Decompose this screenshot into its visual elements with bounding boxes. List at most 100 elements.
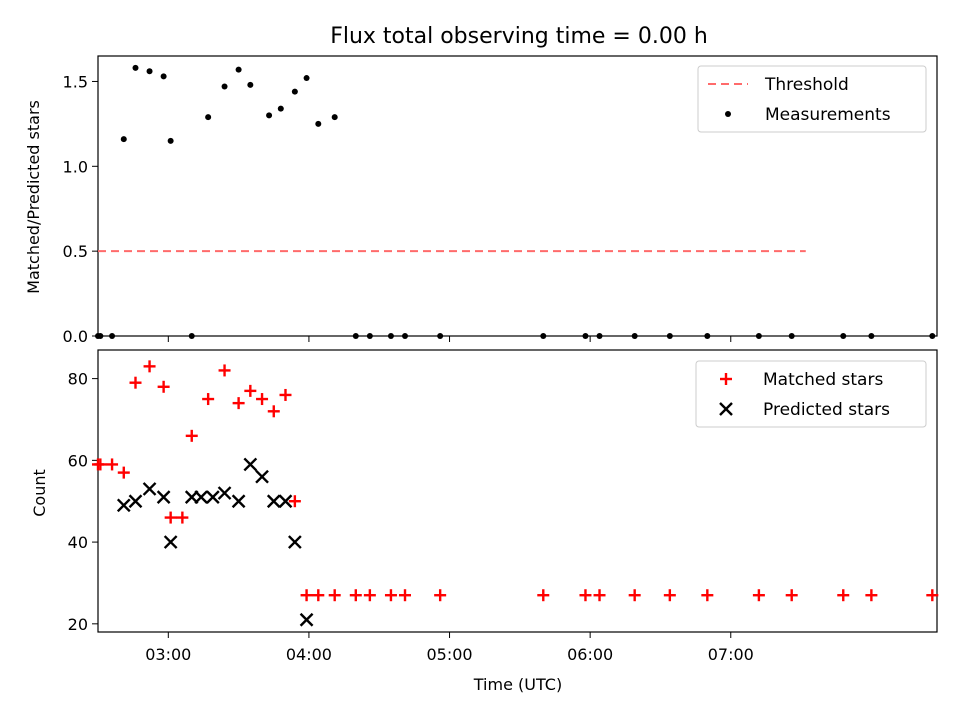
x-ticks: 03:00 04:00 05:00 06:00 07:00 — [145, 336, 754, 664]
predicted-star-point — [299, 612, 314, 627]
matched-star-point — [267, 405, 280, 418]
measurement-point — [331, 114, 338, 121]
bottom-panel: 20 40 60 80 03:00 04:00 05:00 06:00 07:00 Count… — [30, 336, 939, 694]
matched-star-point — [232, 397, 245, 410]
y-tick-label: 1.5 — [63, 72, 88, 91]
matched-star-point — [701, 589, 714, 602]
matched-star-point — [628, 589, 641, 602]
measurement-point — [352, 333, 359, 339]
measurement-point — [303, 75, 310, 82]
legend-threshold-label: Threshold — [764, 75, 849, 95]
bottom-legend: Matched stars Predicted stars — [695, 360, 927, 428]
matched-star-point — [399, 589, 412, 602]
x-tick-label: 06:00 — [567, 645, 613, 664]
measurement-point — [167, 137, 174, 144]
bottom-series — [92, 360, 939, 627]
measurement-point — [266, 112, 273, 119]
measurement-point — [366, 333, 373, 339]
matched-star-point — [837, 589, 850, 602]
matched-star-point — [129, 376, 142, 389]
legend-measurements-swatch — [725, 111, 731, 117]
measurement-point — [868, 333, 875, 339]
predicted-star-point — [205, 490, 220, 504]
measurement-point — [235, 66, 242, 73]
predicted-star-point — [163, 535, 178, 549]
measurement-point — [704, 333, 711, 339]
matched-star-point — [185, 429, 198, 442]
top-panel: 0.0 0.5 1.0 1.5 Matched/Predicted stars Thr… — [24, 55, 938, 346]
predicted-star-point — [288, 535, 302, 549]
measurement-point — [247, 81, 254, 88]
measurement-point — [582, 333, 589, 339]
top-legend: Threshold Measurements — [697, 65, 927, 133]
predicted-star-point — [194, 490, 208, 504]
measurement-point — [160, 73, 167, 80]
measurement-point — [929, 333, 936, 339]
matched-star-point — [279, 388, 292, 401]
matched-star-point — [244, 384, 257, 397]
legend-predicted-swatch — [719, 402, 733, 416]
matched-star-point — [202, 393, 215, 406]
matched-star-point — [579, 589, 592, 602]
matched-star-point — [106, 458, 119, 471]
x-tick-label: 03:00 — [145, 645, 191, 664]
matched-star-point — [218, 364, 231, 377]
matched-star-point — [312, 589, 325, 602]
y-tick-label: 60 — [68, 451, 88, 470]
y-tick-label: 1.0 — [63, 157, 88, 176]
predicted-star-point — [217, 486, 232, 500]
legend-frame — [697, 65, 927, 133]
x-tick-label: 04:00 — [286, 645, 332, 664]
matched-star-point — [288, 495, 301, 508]
y-tick-label: 0.5 — [63, 242, 88, 261]
matched-star-point — [94, 458, 107, 471]
measurement-point — [402, 333, 409, 339]
y-tick-label: 80 — [68, 370, 88, 389]
matched-star-point — [537, 589, 550, 602]
measurement-point — [205, 114, 212, 121]
predicted-star-point — [231, 494, 246, 509]
measurement-point — [755, 333, 762, 339]
top-y-axis-label: Matched/Predicted stars — [24, 100, 43, 294]
matched-star-point — [785, 589, 798, 602]
measurement-point — [188, 333, 195, 339]
measurement-point — [387, 333, 394, 339]
matched-star-point — [300, 589, 313, 602]
matched-star-point — [865, 589, 878, 602]
predicted-star-point — [255, 469, 269, 484]
matched-star-point — [363, 589, 376, 602]
top-y-ticks: 0.0 0.5 1.0 1.5 — [63, 72, 98, 346]
measurement-point — [437, 333, 444, 339]
predicted-star-point — [278, 494, 293, 509]
matched-star-point — [434, 589, 447, 602]
y-tick-label: 20 — [68, 615, 88, 634]
measurement-point — [788, 333, 795, 339]
legend-matched-label: Matched stars — [763, 370, 883, 390]
measurement-point — [315, 120, 322, 127]
matched-star-point — [328, 589, 341, 602]
y-tick-label: 40 — [68, 533, 88, 552]
predicted-star-point — [128, 494, 143, 509]
bottom-y-axis-label: Count — [30, 469, 49, 517]
legend-predicted-label: Predicted stars — [763, 400, 890, 420]
measurement-point — [840, 333, 847, 339]
legend-measurements-label: Measurements — [765, 105, 891, 125]
measurement-point — [596, 333, 603, 339]
matched-star-point — [157, 380, 170, 393]
matched-star-point — [349, 589, 362, 602]
x-axis-label: Time (UTC) — [473, 675, 562, 694]
measurement-point — [97, 333, 104, 339]
legend-frame — [695, 360, 927, 428]
matched-star-point — [143, 360, 156, 373]
predicted-star-point — [243, 457, 258, 472]
matched-star-point — [926, 589, 939, 602]
matched-star-point — [256, 393, 269, 406]
predicted-star-point — [116, 498, 131, 513]
measurement-point — [120, 136, 127, 143]
measurement-point — [666, 333, 673, 339]
measurement-point — [146, 68, 153, 75]
measurement-point — [291, 88, 298, 95]
measurement-point — [631, 333, 638, 339]
matched-star-point — [384, 589, 397, 602]
